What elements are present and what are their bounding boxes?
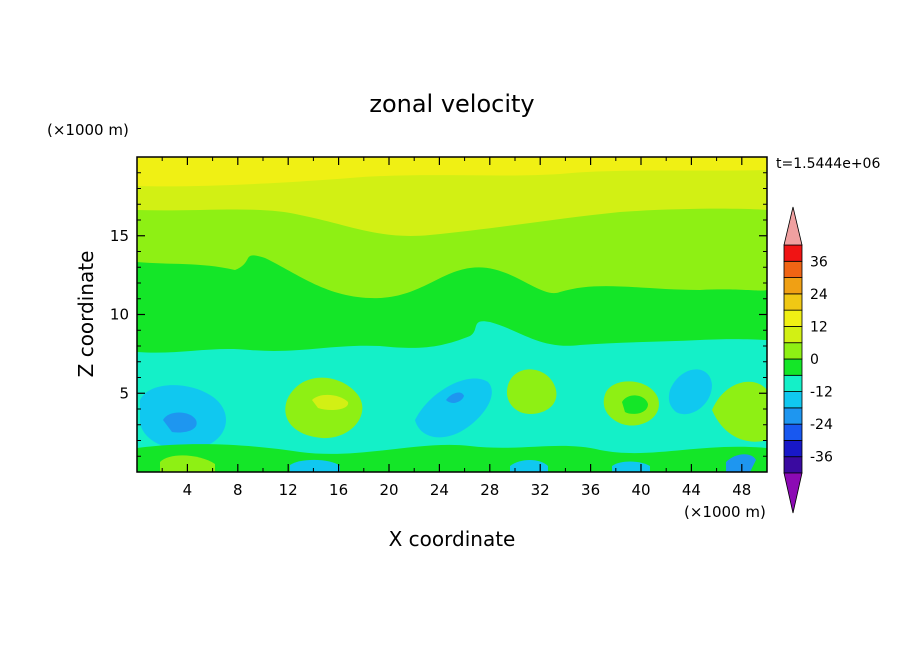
colorbar-swatch bbox=[783, 374, 803, 392]
colorbar-swatch bbox=[783, 326, 803, 344]
field-bottom-bump-c bbox=[510, 460, 548, 472]
colorbar-swatch bbox=[783, 277, 803, 295]
field-bottom-bump-b bbox=[290, 459, 340, 472]
field-eddy-3-core bbox=[446, 392, 464, 403]
field-eddy-3 bbox=[415, 378, 492, 438]
colorbar-swatch bbox=[783, 309, 803, 327]
colorbar-label: 0 bbox=[810, 352, 819, 368]
field-bump-b bbox=[740, 244, 767, 260]
x-tick-label: 28 bbox=[480, 481, 499, 499]
colorbar-swatch bbox=[783, 391, 803, 409]
x-tick-label: 16 bbox=[329, 481, 348, 499]
colorbar-swatch bbox=[783, 244, 803, 262]
y-tick-label: 5 bbox=[119, 384, 129, 402]
field-band-top bbox=[137, 157, 767, 187]
colorbar-under-arrow bbox=[783, 472, 803, 514]
x-tick-label: 32 bbox=[531, 481, 550, 499]
colorbar-swatch bbox=[783, 423, 803, 441]
field-bump-a bbox=[590, 258, 636, 277]
colorbar-over-arrow bbox=[783, 206, 803, 246]
y-axis-ticks: 5 10 15 bbox=[110, 172, 767, 457]
y-unit-label: (×1000 m) bbox=[47, 121, 129, 139]
x-tick-label: 48 bbox=[732, 481, 751, 499]
x-tick-label: 40 bbox=[631, 481, 650, 499]
colorbar-label: 24 bbox=[810, 287, 828, 303]
field-bottom-bump-e bbox=[726, 454, 756, 472]
x-tick-label: 4 bbox=[183, 481, 193, 499]
colorbar-swatch bbox=[783, 293, 803, 311]
colorbar-swatch bbox=[783, 260, 803, 278]
x-axis-label: X coordinate bbox=[389, 527, 516, 551]
colorbar-swatch bbox=[783, 407, 803, 425]
chart-title: zonal velocity bbox=[369, 90, 534, 118]
colorbar-swatch bbox=[783, 358, 803, 376]
colorbar-label: 12 bbox=[810, 319, 828, 335]
x-tick-label: 24 bbox=[430, 481, 449, 499]
x-tick-label: 36 bbox=[581, 481, 600, 499]
colorbar-swatch bbox=[783, 440, 803, 458]
x-tick-label: 44 bbox=[682, 481, 701, 499]
x-unit-label: (×1000 m) bbox=[684, 503, 766, 521]
colorbar: 36 24 12 0 -12 -24 -36 bbox=[783, 206, 833, 514]
y-tick-label: 10 bbox=[110, 306, 129, 324]
y-axis-label: Z coordinate bbox=[74, 251, 98, 378]
field-bottom-bump-a bbox=[160, 455, 215, 472]
x-tick-label: 20 bbox=[379, 481, 398, 499]
colorbar-label: 36 bbox=[810, 254, 828, 270]
field-eddy-4 bbox=[506, 369, 557, 414]
colorbar-swatch bbox=[783, 456, 803, 474]
field-eddy-1-core bbox=[163, 412, 197, 433]
x-axis-ticks: 4 8 12 16 20 24 28 32 36 40 44 48 bbox=[161, 157, 751, 499]
contour-field bbox=[137, 157, 767, 472]
field-eddy-2-core bbox=[312, 394, 349, 410]
x-tick-label: 12 bbox=[279, 481, 298, 499]
colorbar-swatch bbox=[783, 342, 803, 360]
x-tick-label: 8 bbox=[233, 481, 243, 499]
colorbar-label: -24 bbox=[810, 417, 833, 433]
y-tick-label: 15 bbox=[110, 227, 129, 245]
colorbar-label: -36 bbox=[810, 450, 833, 466]
field-eddy-5-core bbox=[622, 395, 648, 414]
field-eddy-6 bbox=[668, 369, 712, 415]
field-eddy-7 bbox=[712, 381, 767, 442]
colorbar-label: -12 bbox=[810, 385, 833, 401]
time-label: t=1.5444e+06 bbox=[776, 156, 880, 172]
